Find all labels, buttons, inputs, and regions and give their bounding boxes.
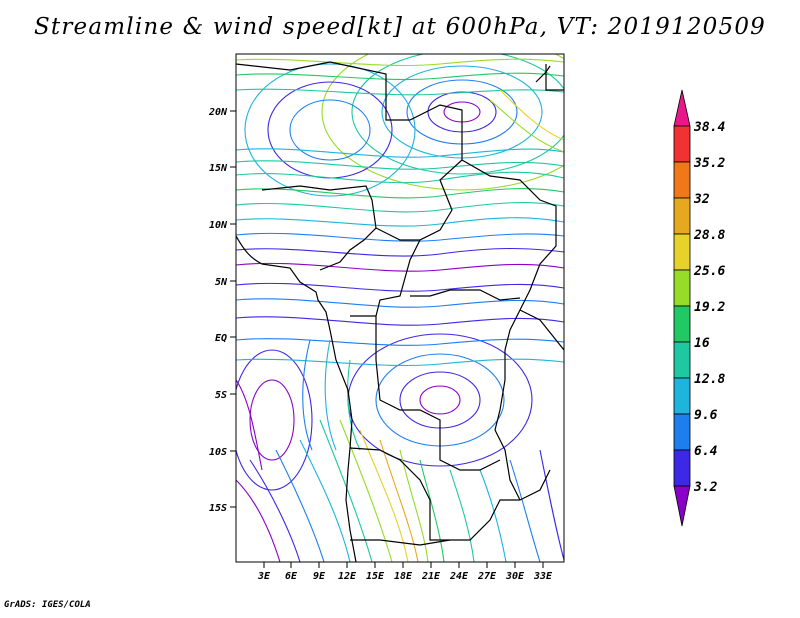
colorbar-segment <box>673 341 691 379</box>
colorbar-segment <box>673 197 691 235</box>
lon-label: 27E <box>477 571 497 582</box>
streamlines-layer <box>236 54 564 562</box>
colorbar-label: 35.2 <box>693 156 725 171</box>
latitude-axis <box>230 110 236 508</box>
colorbar-label: 25.6 <box>693 264 725 279</box>
lat-label: EQ <box>215 333 227 344</box>
lon-label: 33E <box>533 571 553 582</box>
colorbar-label: 9.6 <box>694 408 718 423</box>
lon-label: 24E <box>449 571 469 582</box>
lat-label: 20N <box>208 107 228 118</box>
lon-label: 15E <box>366 571 385 582</box>
colorbar-bottom-arrow <box>673 485 691 527</box>
colorbar-segment <box>673 125 691 163</box>
lon-label: 3E <box>257 571 271 582</box>
colorbar-label: 32 <box>693 192 710 207</box>
colorbar-label: 38.4 <box>693 120 725 135</box>
lat-label: 10S <box>209 447 227 458</box>
colorbar-segment <box>673 161 691 199</box>
colorbar-segment <box>673 449 691 487</box>
longitude-axis <box>263 562 544 568</box>
colorbar-top-arrow <box>673 89 691 127</box>
colorbar-label: 6.4 <box>694 444 718 459</box>
colorbar-label: 12.8 <box>694 372 725 387</box>
lon-label: 30E <box>505 571 525 582</box>
lat-label: 10N <box>209 220 228 231</box>
colorbar-segment <box>673 413 691 451</box>
lon-label: 9E <box>313 571 326 582</box>
lat-label: 5S <box>215 390 227 401</box>
lon-label: 21E <box>421 571 441 582</box>
colorbar-segment <box>673 233 691 271</box>
lat-label: 15S <box>209 503 227 514</box>
colorbar-label: 16 <box>694 336 710 351</box>
colorbar-segment <box>673 305 691 343</box>
colorbar-label: 28.8 <box>693 228 725 243</box>
map-frame <box>235 53 565 563</box>
lon-label: 6E <box>285 571 298 582</box>
lat-label: 5N <box>215 277 228 288</box>
colorbar-label: 19.2 <box>694 300 725 315</box>
lon-label: 12E <box>338 571 357 582</box>
colorbar-label: 3.2 <box>693 480 718 495</box>
map-title: Streamline & wind speed[kt] at 600hPa, V… <box>33 14 767 40</box>
lon-label: 18E <box>394 571 413 582</box>
colorbar-segment <box>673 269 691 307</box>
borders-layer <box>236 61 564 562</box>
grads-credit: GrADS: IGES/COLA <box>4 600 91 610</box>
lat-label: 15N <box>209 163 228 174</box>
colorbar <box>673 89 691 527</box>
colorbar-segment <box>673 377 691 415</box>
